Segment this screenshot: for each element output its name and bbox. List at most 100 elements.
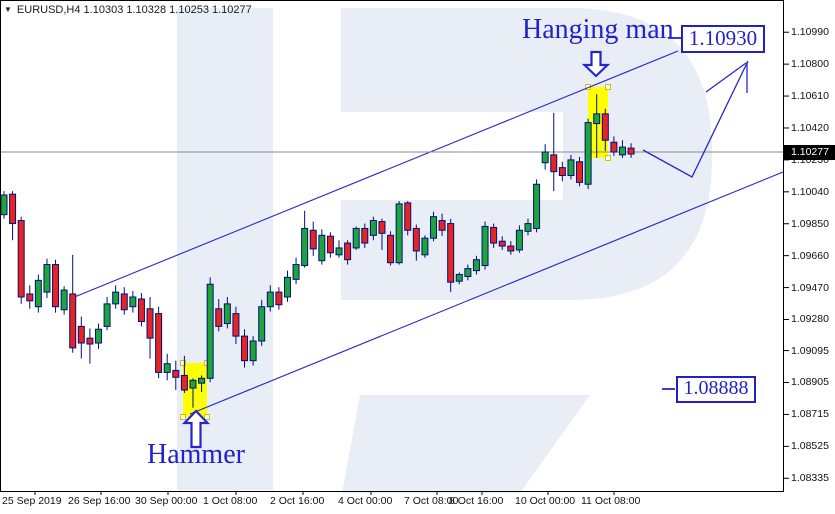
candle xyxy=(369,216,377,241)
candle xyxy=(266,285,274,312)
time-axis-label: 8 Oct 16:00 xyxy=(449,495,504,507)
candle xyxy=(507,241,515,255)
candle xyxy=(86,328,94,364)
broker-watermark xyxy=(177,8,712,493)
candle xyxy=(112,285,120,309)
price-axis-label: 1.10990 xyxy=(791,26,829,39)
candle xyxy=(550,112,558,192)
candle xyxy=(60,286,68,315)
candle xyxy=(472,255,480,275)
candle xyxy=(52,259,60,313)
price-axis-label: 1.08715 xyxy=(791,408,829,421)
candle xyxy=(352,226,360,250)
hammer-up-arrow[interactable] xyxy=(181,409,211,449)
candle xyxy=(438,213,446,237)
candle xyxy=(232,306,240,345)
time-axis-label: 4 Oct 00:00 xyxy=(338,495,393,507)
time-axis-label: 2 Oct 16:00 xyxy=(270,495,325,507)
candle xyxy=(533,179,541,233)
candle xyxy=(610,136,618,156)
candle xyxy=(309,221,317,256)
candle xyxy=(378,218,386,250)
candle xyxy=(361,223,369,248)
candle xyxy=(283,270,291,302)
candle xyxy=(0,191,8,219)
candle xyxy=(26,285,34,309)
candle xyxy=(198,375,206,393)
candle xyxy=(137,293,145,327)
projection-arrow[interactable] xyxy=(642,60,749,178)
chart-title: ▼ EURUSD,H4 1.10303 1.10328 1.10253 1.102… xyxy=(4,4,252,16)
candle xyxy=(335,240,343,258)
candle xyxy=(326,232,334,258)
candle xyxy=(129,291,137,313)
price-axis-label: 1.10610 xyxy=(791,90,829,103)
time-axis-label: 25 Sep 2019 xyxy=(2,495,62,507)
candle xyxy=(172,360,180,391)
resistance-price-label[interactable]: 1.10930 xyxy=(681,25,765,53)
candle xyxy=(404,201,412,236)
channel-upper-trendline xyxy=(71,50,679,299)
candle xyxy=(43,258,51,298)
candles xyxy=(0,94,635,408)
candle xyxy=(155,306,163,379)
price-axis-label: 1.10230 xyxy=(791,153,829,166)
chart-title-text: EURUSD,H4 1.10303 1.10328 1.10253 1.1027… xyxy=(16,4,252,16)
candle xyxy=(455,272,463,285)
candle xyxy=(94,323,102,349)
price-axis-label: 1.10420 xyxy=(791,121,829,134)
candle xyxy=(395,201,403,265)
selection-handle[interactable] xyxy=(180,360,186,366)
time-axis-label: 26 Sep 16:00 xyxy=(68,495,131,507)
candle xyxy=(387,231,395,266)
candle xyxy=(77,316,85,359)
candle xyxy=(601,108,609,151)
candle xyxy=(249,336,257,366)
selection-handle[interactable] xyxy=(204,414,210,420)
current-price-tag: 1.10277 xyxy=(784,145,835,160)
candle xyxy=(318,229,326,265)
support-price-label[interactable]: 1.08888 xyxy=(676,376,756,403)
hanging-man-annotation[interactable]: Hanging man xyxy=(522,14,674,45)
hanging-man-down-arrow[interactable] xyxy=(581,50,611,78)
time-axis-label: 7 Oct 08:00 xyxy=(404,495,459,507)
candle xyxy=(447,218,455,293)
candle xyxy=(412,224,420,261)
price-axis-label: 1.09660 xyxy=(791,249,829,262)
time-axis-label: 11 Oct 08:00 xyxy=(581,495,641,507)
candle xyxy=(146,296,154,359)
candle xyxy=(292,257,300,285)
hammer-annotation[interactable]: Hammer xyxy=(147,439,245,470)
candle xyxy=(618,140,626,158)
candle xyxy=(223,296,231,329)
time-axis-label: 30 Sep 00:00 xyxy=(135,495,198,507)
selection-handle[interactable] xyxy=(180,414,186,420)
candle xyxy=(421,235,429,258)
candle xyxy=(258,299,266,346)
price-axis-label: 1.09280 xyxy=(791,313,829,326)
price-axis-label: 1.10040 xyxy=(791,185,829,198)
candle xyxy=(215,299,223,332)
candle xyxy=(275,287,283,310)
channel-lower-trendline xyxy=(189,171,784,415)
candle xyxy=(515,225,523,253)
candle xyxy=(584,118,592,190)
candle xyxy=(120,287,128,315)
candle xyxy=(34,274,42,313)
symbol-dropdown-icon[interactable]: ▼ xyxy=(4,5,12,14)
candle xyxy=(103,296,111,331)
candle xyxy=(17,216,25,304)
candle xyxy=(541,144,549,170)
candle xyxy=(464,264,472,281)
price-axis-label: 1.09095 xyxy=(791,344,829,357)
price-axis-label: 1.08335 xyxy=(791,472,829,485)
chart-frame xyxy=(0,0,784,492)
price-label-dashes xyxy=(662,37,681,390)
time-axis-label: 1 Oct 08:00 xyxy=(203,495,258,507)
selection-handle[interactable] xyxy=(605,155,611,161)
selection-handle[interactable] xyxy=(605,84,611,90)
candle xyxy=(481,221,489,270)
candle xyxy=(524,218,532,236)
